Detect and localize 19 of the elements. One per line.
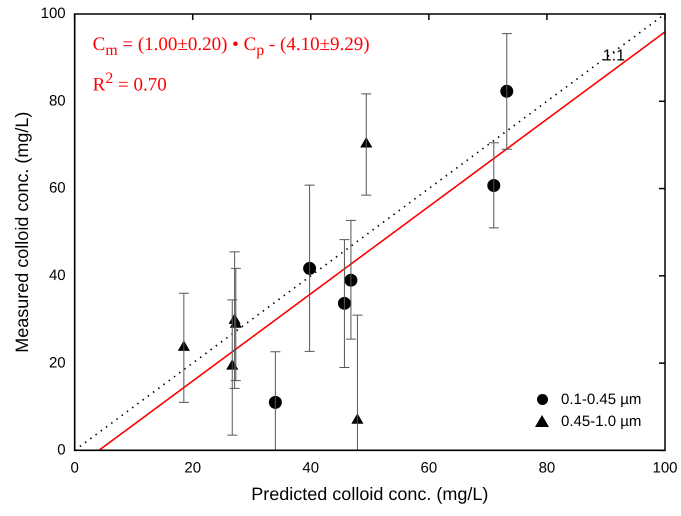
x-tick-label: 80: [538, 460, 556, 477]
x-tick-label: 100: [652, 460, 678, 477]
x-axis-title: Predicted colloid conc. (mg/L): [251, 484, 488, 504]
annotation: R$^{2}$ = 0.70: [92, 70, 167, 96]
annotation: C$_{m}$ = (1.00±0.20) • C$_{p}$ - (4.10±9.29): [92, 34, 370, 60]
y-tick-label: 60: [48, 180, 66, 197]
x-tick-label: 40: [302, 460, 320, 477]
x-tick-label: 60: [420, 460, 438, 477]
y-tick-label: 100: [40, 5, 66, 22]
y-tick-label: 0: [57, 442, 66, 459]
y-tick-label: 80: [48, 92, 66, 110]
y-tick-label: 20: [48, 354, 66, 372]
legend-label: 0.45-1.0 µm: [561, 412, 642, 430]
legend-label: 0.1-0.45 µm: [561, 390, 642, 408]
y-tick-label: 40: [48, 266, 66, 284]
x-tick-label: 20: [184, 460, 202, 477]
x-tick-label: 0: [70, 460, 79, 477]
series-label: 1:1: [602, 47, 626, 64]
y-axis-title: Measured colloid conc. (mg/L): [12, 112, 32, 353]
